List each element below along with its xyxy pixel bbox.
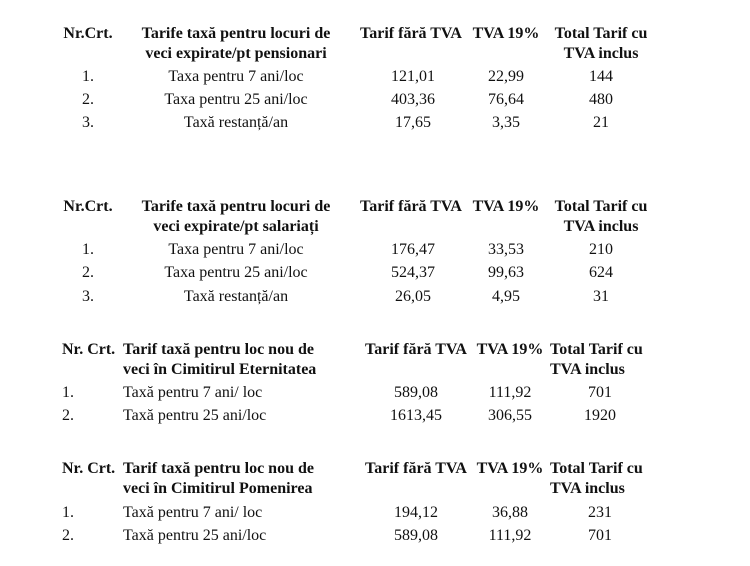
table-cell: 2. — [82, 264, 94, 281]
table-cell: 624 — [589, 264, 613, 281]
table-cell: 36,88 — [492, 504, 528, 521]
table-cell: Taxa pentru 7 ani/loc — [168, 241, 304, 258]
table-cell: Taxă pentru 7 ani/ loc — [123, 504, 263, 521]
header-cell: TVA inclus — [563, 45, 639, 62]
table-cell: 121,01 — [391, 68, 435, 85]
table-cell: 4,95 — [492, 288, 520, 305]
table-cell: 33,53 — [488, 241, 524, 258]
header-cell: TVA 19% — [476, 341, 544, 358]
table-cell: 31 — [593, 288, 609, 305]
header-cell: Tarif fără TVA — [360, 25, 462, 42]
header-cell: Total Tarif cu — [550, 460, 643, 477]
header-cell: Total Tarif cu — [554, 198, 648, 215]
table-cell: 480 — [589, 91, 613, 108]
header-cell: Tarif taxă pentru loc nou de — [123, 341, 314, 358]
header-cell: Tarif fără TVA — [360, 198, 462, 215]
table-cell: 231 — [588, 504, 612, 521]
table-cell: 144 — [589, 68, 613, 85]
table-cell: 22,99 — [488, 68, 524, 85]
table-cell: 1920 — [584, 407, 616, 424]
table-cell: Taxă restanță/an — [183, 288, 289, 305]
table-cell: 589,08 — [394, 384, 438, 401]
header-cell: Tarif fără TVA — [365, 341, 467, 358]
table-cell: 589,08 — [394, 527, 438, 544]
table-cell: 1. — [82, 68, 94, 85]
table-cell: 76,64 — [488, 91, 524, 108]
header-cell: Tarife taxă pentru locuri de — [141, 25, 331, 42]
table-cell: 306,55 — [488, 407, 532, 424]
table-cell: 210 — [589, 241, 613, 258]
table-cell: 99,63 — [488, 264, 524, 281]
table-cell: Taxă pentru 7 ani/ loc — [123, 384, 263, 401]
table-cell: 701 — [588, 527, 612, 544]
table-cell: 26,05 — [395, 288, 431, 305]
header-cell: Nr. Crt. — [62, 341, 116, 358]
table-cell: 21 — [593, 114, 609, 131]
table-cell: 1. — [62, 504, 74, 521]
table-cell: Taxă restanță/an — [183, 114, 289, 131]
table-cell: 17,65 — [395, 114, 431, 131]
header-cell: TVA 19% — [472, 198, 540, 215]
table-cell: Taxă pentru 25 ani/loc — [123, 527, 267, 544]
table-cell: 403,36 — [391, 91, 435, 108]
table-cell: 194,12 — [394, 504, 438, 521]
table-cell: 111,92 — [488, 527, 532, 544]
header-cell: TVA inclus — [550, 361, 625, 378]
header-cell: Total Tarif cu — [554, 25, 648, 42]
table-cell: 1. — [62, 384, 74, 401]
table-cell: 111,92 — [488, 384, 532, 401]
table-cell: 176,47 — [391, 241, 435, 258]
header-cell: TVA 19% — [472, 25, 540, 42]
table-cell: Taxa pentru 25 ani/loc — [164, 264, 308, 281]
table-cell: 2. — [62, 407, 74, 424]
table-cell: 2. — [62, 527, 74, 544]
header-cell: Tarif taxă pentru loc nou de — [123, 460, 314, 477]
header-cell: TVA 19% — [476, 460, 544, 477]
table-cell: Taxa pentru 7 ani/loc — [168, 68, 304, 85]
header-cell: Nr. Crt. — [62, 460, 116, 477]
header-cell: TVA inclus — [550, 480, 625, 497]
table-cell: 3. — [82, 114, 94, 131]
header-cell: veci în Cimitirul Pomenirea — [123, 480, 313, 497]
header-cell: Tarife taxă pentru locuri de — [141, 198, 331, 215]
table-cell: 1613,45 — [390, 407, 442, 424]
header-cell: TVA inclus — [563, 218, 639, 235]
table-cell: Taxă pentru 25 ani/loc — [123, 407, 267, 424]
table-cell: 2. — [82, 91, 94, 108]
table-cell: 524,37 — [391, 264, 435, 281]
table-cell: 1. — [82, 241, 94, 258]
header-cell: veci expirate/pt salariați — [153, 218, 319, 235]
header-cell: Nr.Crt. — [63, 25, 113, 42]
header-cell: Total Tarif cu — [550, 341, 643, 358]
header-cell: veci în Cimitirul Eternitatea — [123, 361, 317, 378]
table-cell: 3,35 — [492, 114, 520, 131]
header-cell: veci expirate/pt pensionari — [145, 45, 327, 62]
table-cell: Taxa pentru 25 ani/loc — [164, 91, 308, 108]
header-cell: Tarif fără TVA — [365, 460, 467, 477]
header-cell: Nr.Crt. — [63, 198, 113, 215]
table-cell: 701 — [588, 384, 612, 401]
table-cell: 3. — [82, 288, 94, 305]
